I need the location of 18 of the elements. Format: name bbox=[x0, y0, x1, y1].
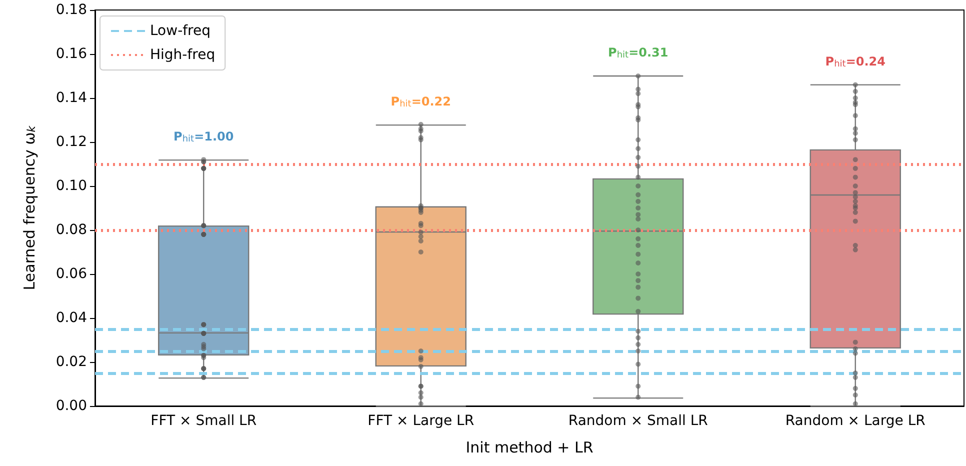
legend-label: High-freq bbox=[150, 47, 216, 63]
x-tick-label: Random × Small LR bbox=[568, 413, 708, 429]
y-tick-label: 0.04 bbox=[56, 310, 88, 326]
x-tick-label: FFT × Small LR bbox=[150, 413, 257, 429]
y-tick-label: 0.16 bbox=[56, 46, 88, 62]
y-tick-label: 0.00 bbox=[56, 398, 87, 414]
y-tick-label: 0.10 bbox=[56, 178, 87, 194]
y-tick-label: 0.02 bbox=[56, 354, 87, 370]
x-tick-label: FFT × Large LR bbox=[368, 413, 474, 429]
y-tick-label: 0.08 bbox=[56, 222, 87, 238]
y-tick-label: 0.14 bbox=[56, 90, 88, 106]
y-tick-label: 0.06 bbox=[56, 266, 88, 282]
y-tick-label: 0.18 bbox=[56, 2, 87, 18]
y-axis-title: Learned frequency ωk bbox=[20, 125, 38, 290]
y-tick-label: 0.12 bbox=[56, 134, 87, 150]
x-axis-title: Init method + LR bbox=[466, 438, 594, 456]
legend-label: Low-freq bbox=[150, 23, 210, 39]
x-tick-label: Random × Large LR bbox=[785, 413, 926, 429]
